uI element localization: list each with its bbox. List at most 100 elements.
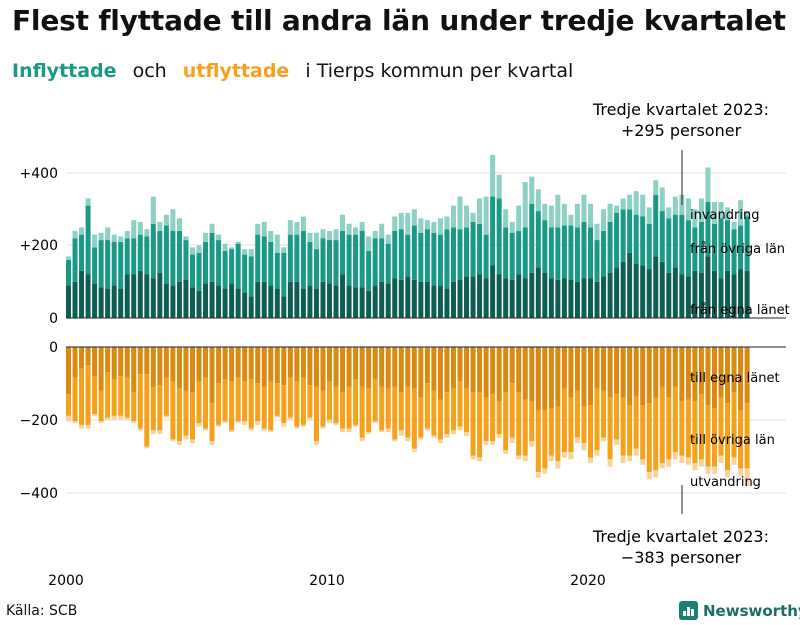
inflow-bar-2-q68	[503, 227, 509, 279]
inflow-bar-2-q51	[392, 231, 398, 279]
outflow-bar-2-q36	[294, 381, 300, 427]
outflow-bar-1-q82	[594, 347, 600, 389]
inflow-bar-1-q25	[222, 289, 228, 318]
outflow-bar-3-q16	[163, 415, 169, 418]
inflow-bar-2-q59	[444, 229, 450, 289]
inflow-bar-2-q23	[209, 232, 215, 282]
series-label-till-ovriga-lan: till övriga län	[690, 433, 775, 448]
outflow-bar-1-q61	[457, 347, 463, 382]
inflow-bar-2-q2	[72, 238, 78, 282]
outflow-bar-2-q12	[137, 374, 143, 429]
inflow-bar-3-q60	[450, 205, 456, 228]
outflow-bar-3-q68	[503, 450, 509, 454]
outflow-bar-2-q17	[170, 381, 176, 440]
inflow-bar-1-q20	[189, 287, 195, 318]
inflow-bar-1-q29	[248, 296, 254, 318]
x-tick-2000: 2000	[48, 573, 84, 589]
outflow-bar-1-q50	[385, 347, 391, 389]
outflow-bar-2-q101	[718, 397, 724, 456]
series-label-invandring: invandring	[690, 208, 759, 223]
inflow-bar-2-q102	[725, 220, 731, 271]
outflow-bar-1-q30	[255, 347, 261, 384]
outflow-bar-1-q51	[392, 347, 398, 387]
inflow-bar-2-q97	[692, 227, 698, 271]
inflow-bar-1-q61	[457, 279, 463, 318]
outflow-bar-1-q54	[411, 347, 417, 389]
inflow-bar-1-q39	[313, 289, 319, 318]
outflow-bar-3-q58	[437, 439, 443, 444]
outflow-bar-2-q18	[176, 388, 182, 442]
inflow-bar-3-q29	[248, 249, 254, 257]
outflow-bar-2-q74	[542, 410, 548, 469]
inflow-bar-1-q41	[327, 283, 332, 318]
outflow-bar-2-q97	[692, 401, 698, 464]
inflow-bar-3-q92	[659, 187, 665, 212]
inflow-bar-3-q73	[535, 189, 541, 212]
inflow-bar-3-q34	[281, 247, 287, 253]
outflow-bar-2-q41	[327, 381, 332, 420]
outflow-bar-1-q55	[418, 347, 424, 398]
inflow-bar-3-q20	[189, 247, 195, 255]
inflow-bar-2-q96	[685, 220, 691, 277]
inflow-bar-1-q82	[594, 281, 600, 318]
outflow-bar-3-q21	[196, 423, 202, 427]
outflow-bar-1-q98	[698, 347, 704, 395]
outflow-bar-1-q47	[366, 347, 372, 389]
outflow-bar-2-q77	[561, 388, 567, 453]
outflow-bar-2-q28	[242, 381, 248, 422]
outflow-bar-1-q80	[581, 347, 587, 407]
inflow-bar-3-q4	[85, 198, 91, 206]
inflow-bar-3-q78	[568, 214, 574, 226]
inflow-bar-3-q54	[411, 209, 417, 226]
inflow-bar-2-q48	[372, 238, 378, 286]
outflow-bar-3-q99	[705, 466, 711, 474]
outflow-bar-1-q43	[340, 347, 346, 393]
outflow-bar-1-q65	[483, 347, 489, 398]
inflow-bar-2-q50	[385, 243, 391, 284]
inflow-bar-3-q6	[98, 232, 104, 241]
inflow-bar-3-q42	[333, 229, 339, 241]
inflow-bar-1-q89	[640, 265, 646, 318]
inflow-bar-2-q42	[333, 240, 339, 286]
inflow-bar-2-q57	[431, 232, 437, 286]
inflow-bar-1-q70	[516, 274, 522, 318]
inflow-bar-1-q96	[685, 276, 691, 318]
outflow-bar-2-q8	[111, 379, 117, 416]
inflow-bar-3-q38	[307, 232, 313, 242]
outflow-bar-2-q53	[405, 386, 411, 438]
inflow-bar-3-q80	[581, 194, 587, 222]
inflow-bar-3-q89	[640, 194, 646, 217]
outflow-bar-3-q24	[216, 424, 222, 427]
inflow-bar-3-q43	[340, 214, 346, 231]
inflow-bar-2-q20	[189, 254, 195, 288]
outflow-bar-2-q72	[529, 401, 535, 442]
outflow-bar-3-q96	[685, 457, 691, 465]
outflow-bar-1-q87	[627, 347, 633, 405]
inflow-bar-3-q1	[66, 256, 71, 261]
inflow-bar-3-q90	[646, 207, 652, 224]
outflow-bar-2-q56	[424, 383, 430, 429]
inflow-bar-1-q8	[111, 285, 117, 319]
inflow-bar-3-q100	[711, 202, 717, 224]
outflow-bar-2-q4	[85, 365, 91, 425]
outflow-bar-2-q79	[574, 390, 580, 438]
newsworthy-brand[interactable]: Newsworthy	[679, 601, 800, 620]
inflow-bar-2-q74	[542, 220, 548, 273]
inflow-bar-2-q93	[666, 218, 672, 273]
outflow-bar-1-q40	[320, 347, 326, 391]
inflow-bar-3-q39	[313, 232, 319, 250]
outflow-bar-3-q94	[672, 452, 678, 460]
outflow-bar-1-q88	[633, 347, 639, 396]
inflow-bar-3-q19	[183, 236, 189, 241]
outflow-bar-2-q35	[287, 377, 293, 418]
outflow-bar-2-q43	[340, 392, 346, 429]
inflow-bar-2-q92	[659, 211, 665, 262]
inflow-bar-1-q72	[529, 272, 535, 318]
inflow-bar-3-q32	[268, 231, 274, 242]
outflow-bar-1-q28	[242, 347, 248, 382]
outflow-bar-2-q64	[477, 392, 483, 458]
outflow-bar-1-q100	[711, 347, 717, 409]
outflow-bar-2-q98	[698, 394, 704, 460]
outflow-bar-2-q99	[705, 405, 711, 467]
y-tick-bottom-200: −200	[20, 413, 58, 429]
